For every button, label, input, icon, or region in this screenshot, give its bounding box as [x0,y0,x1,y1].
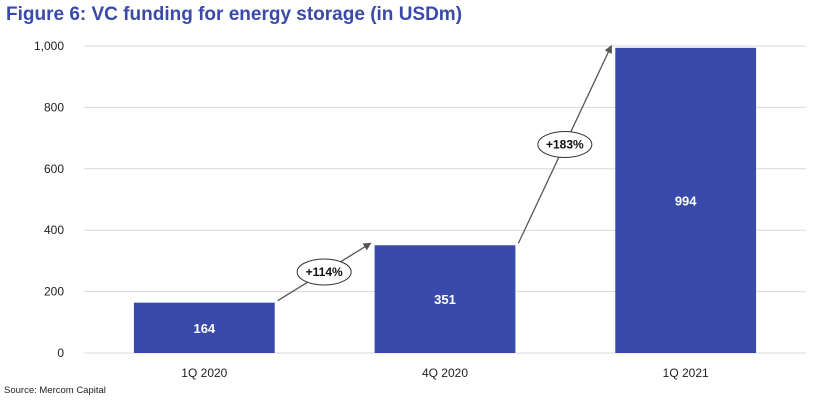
x-tick-label: 1Q 2020 [181,366,227,380]
source-note: Source: Mercom Capital [4,385,106,396]
y-tick-label: 1,000 [34,39,64,53]
chart-title: Figure 6: VC funding for energy storage … [6,4,463,25]
y-tick-label: 0 [57,346,64,360]
y-tick-label: 200 [44,285,64,299]
data-label: 164 [193,321,215,336]
y-axis-ticks: 0 200 400 600 800 1,000 [34,39,64,360]
bars: 164 351 994 [133,47,757,353]
bar [615,47,757,353]
y-tick-label: 400 [44,223,64,237]
x-tick-label: 1Q 2021 [663,366,709,380]
growth-label: +114% [306,265,343,279]
x-axis-ticks: 1Q 2020 4Q 2020 1Q 2021 [181,366,709,380]
data-label: 994 [675,193,697,208]
growth-label: +183% [546,138,584,152]
bar [374,245,516,353]
x-tick-label: 4Q 2020 [422,366,468,380]
growth-annotations: +114% +183% [277,44,612,302]
growth-badge [296,258,352,286]
bar [133,302,275,353]
growth-badge [537,131,593,159]
y-tick-label: 600 [44,162,64,176]
y-tick-label: 800 [44,100,64,114]
data-label: 351 [434,292,456,307]
